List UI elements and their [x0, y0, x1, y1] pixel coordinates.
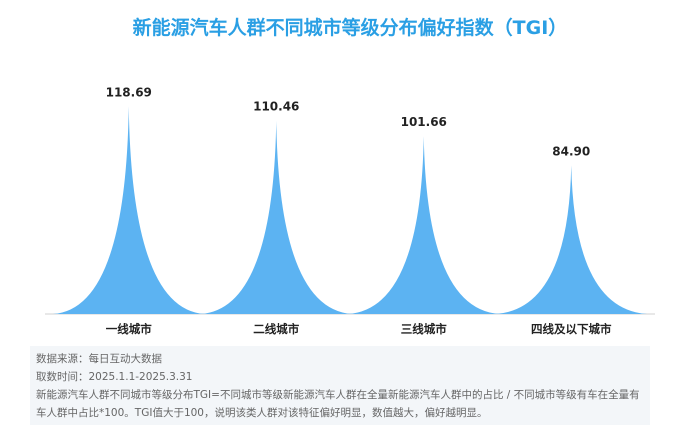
spike-bar — [495, 165, 647, 314]
x-tick-label: 四线及以下城市 — [531, 322, 612, 336]
x-tick-label: 一线城市 — [106, 322, 152, 336]
spike-bar — [53, 106, 205, 314]
value-label: 118.69 — [106, 85, 152, 99]
note: 新能源汽车人群不同城市等级分布TGI=不同城市等级新能源汽车人群在全量新能源汽车… — [36, 389, 640, 419]
footer: 数据来源：每日互动大数据 取数时间：2025.1.1-2025.3.31 新能源… — [30, 346, 650, 425]
chart: 新能源汽车人群不同城市等级分布偏好指数（TGI） 118.69 一线城市 110.4… — [45, 16, 655, 336]
x-tick-label: 三线城市 — [401, 322, 447, 336]
value-label: 110.46 — [253, 100, 299, 114]
spike-bar — [200, 120, 352, 314]
source: 数据来源：每日互动大数据 — [36, 353, 162, 365]
period: 取数时间：2025.1.1-2025.3.31 — [36, 371, 193, 383]
x-tick-label: 二线城市 — [253, 322, 299, 336]
chart-title: 新能源汽车人群不同城市等级分布偏好指数（TGI） — [133, 16, 568, 39]
spike-bar — [348, 136, 500, 314]
value-label: 101.66 — [401, 115, 447, 129]
value-label: 84.90 — [552, 144, 590, 158]
